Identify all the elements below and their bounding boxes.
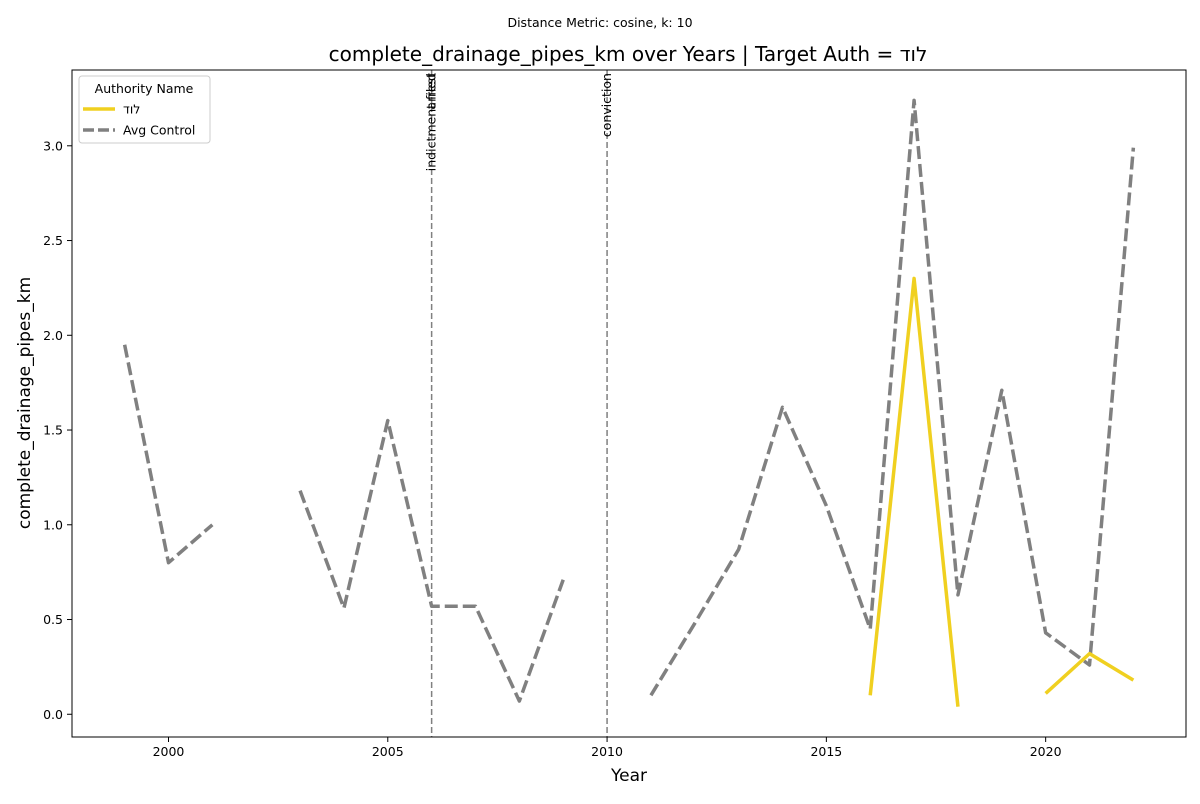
x-tick-label: 2020 xyxy=(1030,744,1062,759)
legend-entry: Avg Control xyxy=(123,123,195,138)
y-tick-label: 3.0 xyxy=(43,138,63,153)
x-tick-label: 2010 xyxy=(591,744,623,759)
y-tick-label: 1.0 xyxy=(43,517,63,532)
y-tick-label: 1.5 xyxy=(43,423,63,438)
event-label: arrest xyxy=(424,73,439,110)
y-tick-label: 2.0 xyxy=(43,328,63,343)
x-tick-label: 2015 xyxy=(810,744,842,759)
chart-title: complete_drainage_pipes_km over Years | … xyxy=(329,42,928,66)
y-tick-label: 0.0 xyxy=(43,707,63,722)
target-authority-line xyxy=(870,278,958,706)
y-axis-label: complete_drainage_pipes_km xyxy=(15,277,35,529)
x-tick-label: 2005 xyxy=(372,744,404,759)
legend-entry: לוד xyxy=(123,102,140,117)
event-label: conviction xyxy=(599,73,614,137)
y-tick-label: 0.5 xyxy=(43,612,63,627)
series-lines xyxy=(125,100,1134,706)
x-axis-label: Year xyxy=(610,766,647,786)
avg-control-line xyxy=(651,100,1133,695)
avg-control-line xyxy=(125,345,213,563)
chart-suptitle: Distance Metric: cosine, k: 10 xyxy=(507,15,692,30)
legend-title: Authority Name xyxy=(95,81,194,96)
x-tick-label: 2000 xyxy=(153,744,185,759)
axis-ticks: 2000 2005 2010 2015 2020 0.0 0.5 1.0 1.5 2.0 2.5 3.… xyxy=(43,138,1061,759)
legend: Authority Name לוד Avg Control xyxy=(79,76,210,143)
plot-frame xyxy=(72,70,1186,737)
y-tick-label: 2.5 xyxy=(43,233,63,248)
